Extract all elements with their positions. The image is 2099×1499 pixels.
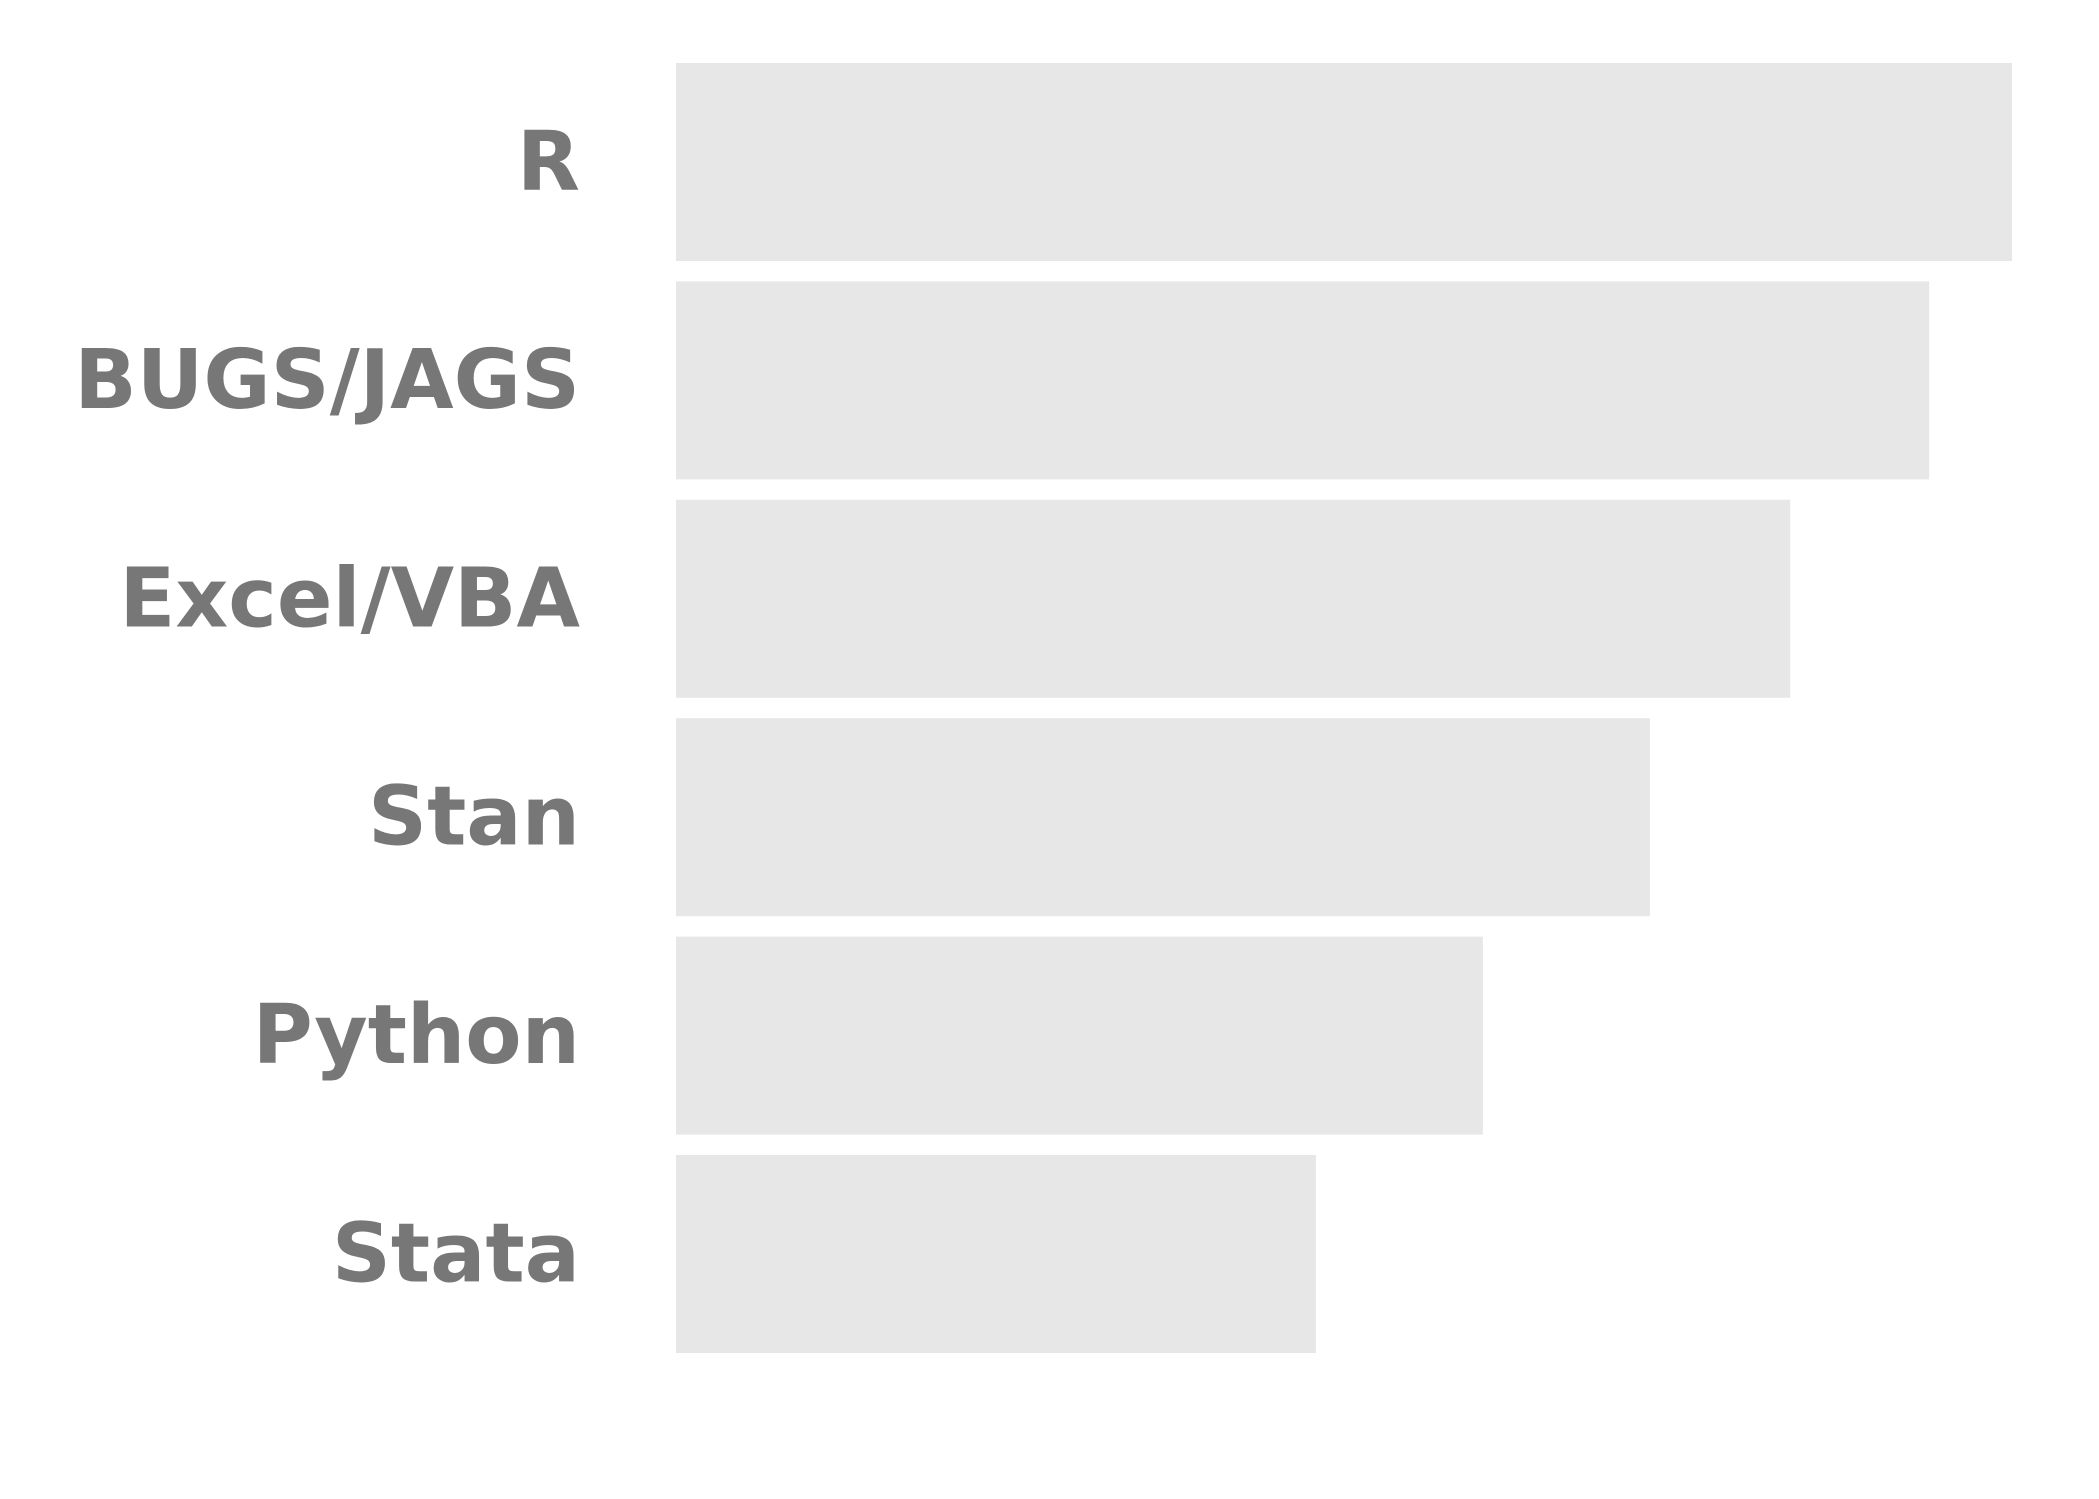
bar-stan	[676, 718, 1650, 917]
category-label-bugs-jags: BUGS/JAGS	[74, 333, 580, 428]
bar-excel-vba	[676, 499, 1791, 698]
category-label-python: Python	[253, 988, 580, 1083]
bar-r	[676, 63, 2012, 261]
bar-stata	[676, 1155, 1316, 1353]
bars-group	[676, 63, 2012, 1353]
category-labels-group: R BUGS/JAGS Excel/VBA Stan Python Stata	[74, 115, 580, 1302]
bar-python	[676, 936, 1483, 1135]
category-label-stata: Stata	[332, 1207, 580, 1302]
category-label-stan: Stan	[368, 770, 580, 865]
category-label-r: R	[517, 115, 580, 210]
bar-bugs-jags	[676, 281, 1930, 480]
category-label-excel-vba: Excel/VBA	[119, 551, 580, 646]
